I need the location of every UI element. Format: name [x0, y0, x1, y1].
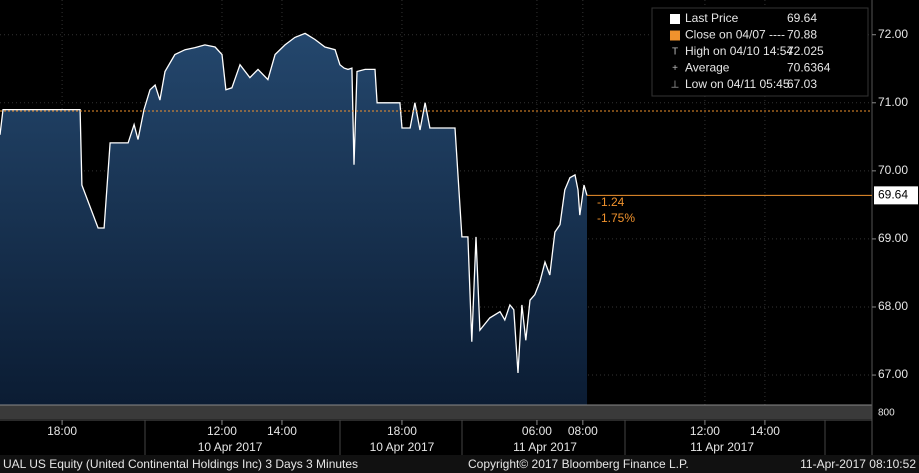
y-tick-label: 72.00	[878, 27, 908, 41]
legend-box	[651, 7, 869, 97]
legend-value: 67.03	[787, 77, 817, 91]
legend-icon: ⊥	[671, 80, 680, 91]
footer-text: 11-Apr-2017 08:10:52	[800, 457, 916, 471]
x-tick-label: 14:00	[267, 424, 297, 438]
x-tick-label: 12:00	[690, 424, 720, 438]
legend-label: Average	[685, 61, 730, 75]
legend-value: 70.88	[787, 28, 817, 42]
legend-icon: +	[672, 63, 678, 74]
x-tick-label: 12:00	[207, 424, 237, 438]
plot	[0, 0, 872, 406]
x-date-label: 11 Apr 2017	[513, 440, 577, 454]
day-separators	[144, 420, 826, 455]
y-tick-label: 67.00	[878, 367, 908, 381]
x-tick-label: 18:00	[387, 424, 417, 438]
x-tick-label: 18:00	[47, 424, 77, 438]
footer-text: Copyright© 2017 Bloomberg Finance L.P.	[468, 457, 689, 471]
legend-value: 72.025	[787, 44, 824, 58]
y-tick-label: 68.00	[878, 299, 908, 313]
area	[0, 33, 588, 406]
legend-label: Low on 04/11 05:45	[685, 77, 790, 91]
volume-label: 800	[878, 408, 895, 419]
x-date-label: 10 Apr 2017	[370, 440, 435, 454]
x-tick-label: 06:00	[522, 424, 552, 438]
last-price-label: 69.64	[878, 188, 908, 202]
legend-swatch	[670, 30, 680, 41]
last-price-box	[874, 186, 918, 205]
volume-strip	[0, 405, 872, 419]
legend-label: Close on 04/07 ----	[685, 28, 785, 42]
x-date-label: 10 Apr 2017	[198, 440, 263, 454]
x-tick-label: 14:00	[750, 424, 780, 438]
line	[0, 32, 588, 374]
legend-swatch	[670, 14, 680, 24]
y-tick-label: 70.00	[878, 163, 908, 177]
legend-value: 70.6364	[787, 61, 831, 75]
x-tick-label: 08:00	[568, 424, 598, 438]
footer-bar	[0, 455, 919, 473]
legend-label: High on 04/10 14:54	[685, 44, 793, 58]
annotation: -1.75%	[597, 211, 635, 225]
y-tick-label: 69.00	[878, 231, 908, 245]
footer-text: UAL US Equity (United Continental Holdin…	[3, 457, 358, 471]
legend-icon: T	[672, 47, 678, 58]
annotation: -1.24	[597, 195, 625, 209]
y-tick-label: 71.00	[878, 95, 908, 109]
legend-value: 69.64	[787, 11, 817, 25]
legend-label: Last Price	[685, 11, 739, 25]
x-date-label: 11 Apr 2017	[690, 440, 754, 454]
